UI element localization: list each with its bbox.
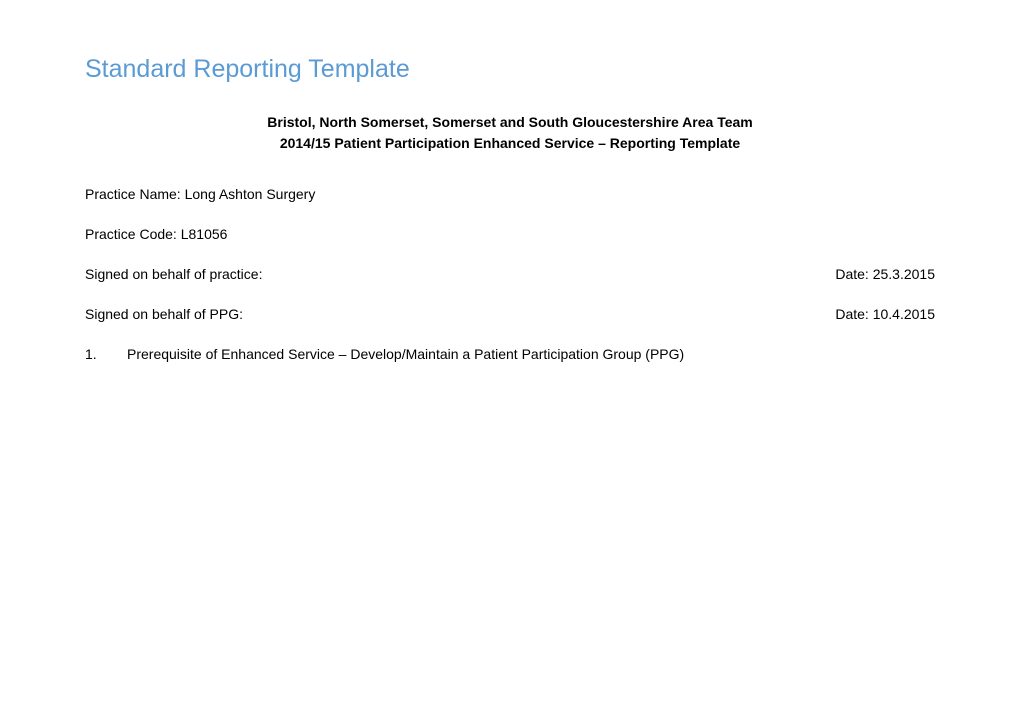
section-1-number: 1. <box>85 346 127 362</box>
signed-ppg-date: Date: 10.4.2015 <box>835 306 935 322</box>
signed-practice-label: Signed on behalf of practice: <box>85 266 262 282</box>
signed-practice-date: Date: 25.3.2015 <box>835 266 935 282</box>
document-header: Bristol, North Somerset, Somerset and So… <box>85 112 935 154</box>
section-1-text: Prerequisite of Enhanced Service – Devel… <box>127 346 935 362</box>
page-title: Standard Reporting Template <box>85 55 935 84</box>
section-1: 1. Prerequisite of Enhanced Service – De… <box>85 346 935 362</box>
signed-practice-row: Signed on behalf of practice: Date: 25.3… <box>85 266 935 282</box>
header-subtitle: 2014/15 Patient Participation Enhanced S… <box>85 133 935 154</box>
practice-name: Practice Name: Long Ashton Surgery <box>85 186 935 202</box>
practice-code: Practice Code: L81056 <box>85 226 935 242</box>
header-area-team: Bristol, North Somerset, Somerset and So… <box>85 112 935 133</box>
signed-ppg-row: Signed on behalf of PPG: Date: 10.4.2015 <box>85 306 935 322</box>
signed-ppg-label: Signed on behalf of PPG: <box>85 306 243 322</box>
